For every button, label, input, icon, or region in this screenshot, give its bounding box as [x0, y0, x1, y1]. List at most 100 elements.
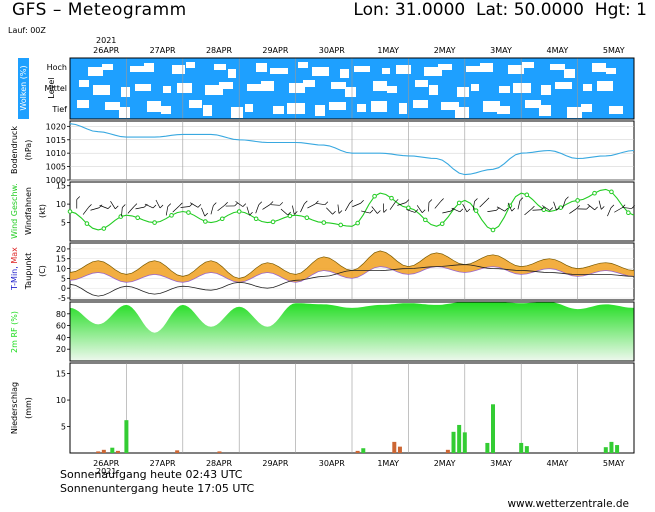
bottom-date-label: 1MAY — [377, 459, 399, 468]
precipitation-axis-unit: (mm) — [24, 397, 33, 419]
wind-barb — [292, 205, 295, 215]
cloud-patch — [513, 83, 531, 93]
wind-barb-flag — [324, 201, 329, 205]
cloud-patch — [79, 80, 89, 87]
cloud-patch — [429, 85, 438, 95]
wind-speed-marker — [101, 226, 107, 231]
cloud-patch — [105, 102, 120, 110]
y-tick-label: 1005 — [46, 163, 66, 172]
bottom-date-label: 2MAY — [434, 459, 456, 468]
wind-barb-flag — [338, 210, 343, 214]
cloud-patch — [609, 106, 623, 114]
wind-speed-axis-title: Wind Geschw. — [10, 183, 19, 239]
y-tick-label: 10 — [56, 265, 66, 274]
humidity-axis-title: 2m RF (%) — [10, 311, 19, 353]
wind-barb-flag — [610, 204, 615, 209]
wind-speed-marker — [338, 222, 344, 228]
wind-speed-marker — [219, 216, 225, 222]
wind-barb — [307, 203, 316, 209]
cloud-patch — [121, 87, 130, 97]
wind-barb — [451, 207, 461, 213]
wind-barb — [155, 199, 161, 209]
wind-barb — [217, 204, 225, 212]
cloud-patches — [77, 58, 623, 119]
wind-barb — [389, 202, 396, 210]
wind-speed-marker — [575, 198, 580, 203]
wind-barb — [315, 202, 325, 206]
wind-speed-marker — [490, 227, 496, 233]
wind-barb-flag — [631, 205, 635, 209]
wind-barb-flag — [440, 198, 444, 202]
y-tick-label: 80 — [56, 310, 66, 319]
precipitation-bar — [519, 442, 524, 453]
wind-barb — [235, 201, 244, 207]
bottom-date-label: 28APR — [206, 459, 232, 468]
wind-barb — [598, 200, 602, 210]
cloud-patch — [581, 104, 592, 112]
precipitation-bar — [101, 449, 106, 453]
y-tick-label: 1020 — [46, 122, 66, 131]
model-run-label: Lauf: 00Z — [8, 26, 46, 35]
top-date-label: 3MAY — [490, 46, 512, 55]
cloud-level-label: Tief — [51, 105, 67, 114]
wind-barb-flag — [179, 202, 183, 207]
sunset-text: Sonnenuntergang heute 17:05 UTC — [60, 482, 255, 495]
cloud-patch — [270, 68, 288, 74]
wind-barb-flag — [258, 201, 263, 206]
wind-barb-flag — [531, 205, 535, 210]
wind-speed-marker — [389, 195, 394, 201]
wind-speed-marker — [253, 216, 259, 222]
y-tick-label: 15 — [56, 370, 66, 379]
wind-barb — [371, 206, 378, 214]
wind-barb-flag — [197, 204, 202, 208]
wind-barb-flag — [556, 207, 560, 211]
cloud-patch — [163, 86, 171, 93]
wind-barb — [99, 205, 109, 209]
wind-barb — [361, 210, 370, 214]
wind-barb-flag — [76, 196, 81, 200]
cloud-patch — [312, 67, 329, 76]
pressure-axis-unit: (hPa) — [24, 140, 33, 161]
wind-speed-marker — [456, 200, 462, 206]
wind-barb-flag — [459, 208, 464, 213]
wind-barb-flag — [519, 197, 524, 201]
cloud-patch — [497, 106, 510, 114]
cloud-patch — [396, 65, 411, 74]
precipitation-bar — [485, 442, 490, 453]
wind-barb-flag — [315, 200, 319, 205]
wind-barb-flag — [594, 206, 598, 211]
wind-speed-marker — [118, 214, 124, 219]
dewpoint-axis-title: Taupunkt — [24, 253, 33, 291]
bottom-date-label: 30APR — [319, 459, 345, 468]
wind-barb — [479, 200, 487, 208]
cloud-patch — [93, 85, 110, 95]
wind-barb-flag — [466, 208, 471, 213]
cloud-patch — [438, 64, 452, 70]
wind-barb — [614, 207, 623, 213]
precipitation-bar — [457, 424, 462, 453]
wind-barb-flag — [621, 204, 626, 208]
wind-barb-flag — [294, 211, 298, 215]
wind-barb-flag — [377, 210, 381, 214]
wind-barb-flag — [269, 201, 274, 205]
cloud-patch — [205, 85, 223, 95]
cloud-patch — [466, 66, 483, 72]
wind-barb — [127, 206, 135, 214]
cloud-level-axis-title: Level — [47, 77, 56, 98]
cloud-patch — [441, 102, 459, 110]
wind-barb — [165, 206, 169, 216]
precipitation-bar — [462, 432, 467, 453]
top-date-label: 4MAY — [547, 46, 569, 55]
wind-barb-flag — [405, 199, 410, 203]
cloud-patch — [567, 107, 582, 118]
cloud-patch — [315, 105, 325, 116]
cloud-patch — [147, 101, 161, 112]
wind-barb-flag — [414, 209, 419, 213]
precipitation-bar — [609, 441, 614, 453]
cloud-patch — [135, 84, 151, 91]
cloud-patch — [340, 69, 349, 78]
wind-barb — [553, 201, 557, 211]
wind-speed-marker — [524, 192, 530, 198]
wind-barb-flag — [428, 199, 433, 203]
